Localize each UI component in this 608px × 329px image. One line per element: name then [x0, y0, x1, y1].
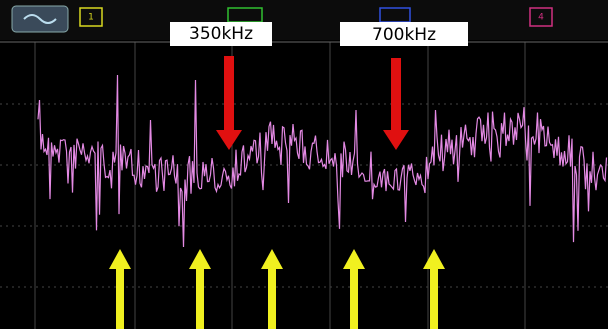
channel-4-label: 4 [538, 13, 544, 23]
page: 1 4 350kHz 700kHz (() => { const data = … [0, 0, 608, 329]
channel-1-label: 1 [88, 13, 94, 23]
frequency-label: 700kHz [372, 25, 436, 45]
frequency-label: 350kHz [189, 24, 253, 44]
scope-screen: 1 4 350kHz 700kHz [0, 0, 608, 329]
